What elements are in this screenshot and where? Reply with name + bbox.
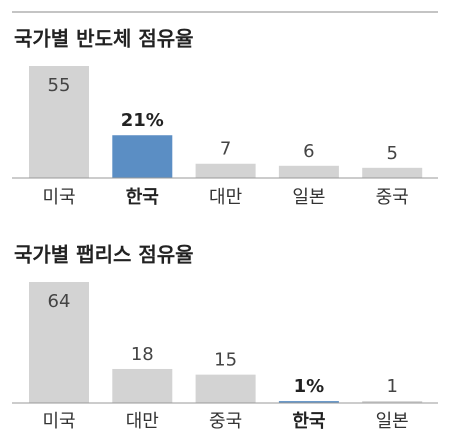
x-tick-label: 한국: [292, 411, 325, 432]
value-label: 55: [48, 75, 71, 96]
value-label: 21%: [121, 110, 164, 131]
x-tick-label: 일본: [376, 411, 409, 432]
bar: [195, 374, 256, 403]
x-tick-label: 대만: [126, 411, 159, 432]
value-label: 1: [386, 376, 397, 397]
bar: [112, 368, 173, 403]
value-label: 15: [214, 350, 237, 371]
value-label: 6: [303, 141, 314, 162]
x-tick-label: 일본: [292, 187, 325, 208]
value-label: 1%: [294, 376, 325, 397]
bar: [29, 66, 89, 178]
x-tick-label: 중국: [376, 187, 409, 208]
value-label: 18: [131, 344, 154, 365]
x-tick-label: 중국: [209, 411, 242, 432]
bar: [195, 163, 256, 178]
bar: [278, 165, 339, 178]
value-label: 7: [220, 139, 231, 160]
bar: [362, 167, 423, 178]
x-tick-label: 대만: [209, 187, 242, 208]
x-tick-label: 한국: [126, 187, 159, 208]
x-tick-label: 미국: [42, 187, 75, 208]
bar: [362, 401, 423, 403]
bar: [278, 401, 339, 403]
chart-title: 국가별 반도체 점유율: [14, 27, 194, 51]
value-label: 5: [386, 143, 397, 164]
bar: [112, 135, 173, 178]
x-tick-label: 미국: [42, 411, 75, 432]
bar: [29, 282, 89, 403]
chart-title: 국가별 팹리스 점유율: [14, 243, 194, 267]
value-label: 64: [48, 291, 71, 312]
